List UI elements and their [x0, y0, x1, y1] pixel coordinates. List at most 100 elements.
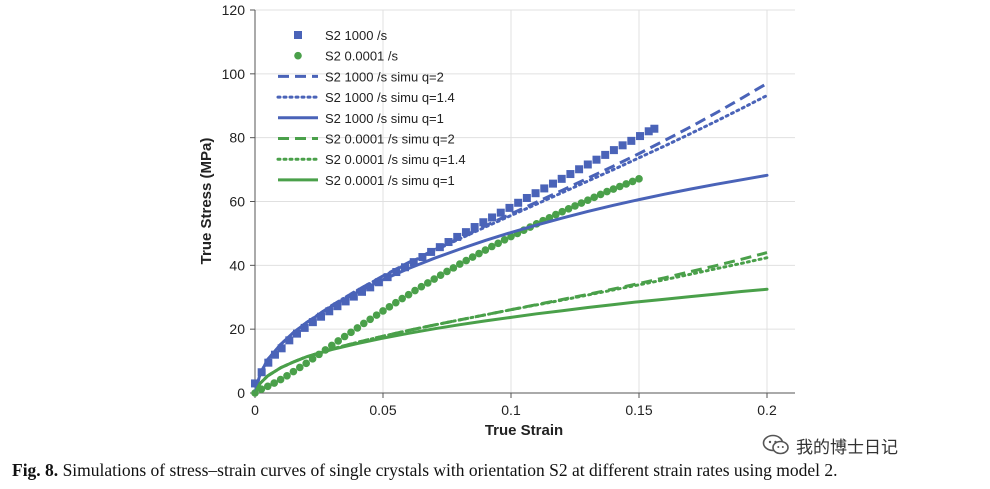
legend: S2 1000 /s S2 0.0001 /s S2 1000 /s simu q=… [276, 28, 466, 188]
data-point-circle [436, 271, 445, 280]
data-point-circle [584, 196, 592, 205]
legend-swatch [294, 51, 302, 60]
data-point-circle [616, 182, 624, 191]
data-point-circle [411, 286, 419, 295]
legend-item: S2 0.0001 /s [294, 49, 398, 64]
data-point-square [583, 160, 592, 169]
data-point-circle [372, 311, 381, 319]
figure-caption: Fig. 8. Simulations of stress–strain cur… [12, 460, 982, 481]
data-point-square [540, 184, 549, 193]
legend-item: S2 0.0001 /s simu q=1 [278, 173, 455, 188]
legend-label: S2 1000 /s simu q=1 [325, 111, 444, 126]
y-tick-label: 20 [229, 321, 245, 337]
data-point-circle [622, 180, 630, 188]
legend-item: S2 1000 /s [294, 28, 388, 43]
data-point-circle [347, 328, 355, 337]
data-point-square [479, 218, 488, 227]
data-point-circle [404, 290, 413, 299]
data-point-circle [353, 324, 362, 332]
x-axis-title: True Strain [485, 422, 563, 439]
data-point-square [548, 179, 557, 188]
data-point-square [627, 136, 636, 145]
data-point-circle [270, 379, 279, 387]
data-point-circle [264, 382, 272, 391]
data-point-square [270, 350, 279, 359]
data-point-square [341, 297, 350, 306]
data-point-square [392, 268, 401, 277]
data-point-circle [468, 253, 477, 261]
x-tick-label: 0.15 [625, 402, 652, 418]
data-point-square [505, 203, 514, 212]
data-point-square [644, 127, 653, 136]
series-line [253, 94, 769, 395]
data-point-circle [577, 199, 586, 207]
y-tick-label: 60 [229, 194, 245, 210]
data-point-circle [628, 177, 637, 186]
data-point-square [251, 379, 259, 388]
data-point-square [601, 150, 610, 159]
data-point-square [264, 358, 273, 367]
data-point-circle [334, 337, 343, 345]
series-layer [251, 82, 769, 397]
legend-label: S2 1000 /s simu q=2 [325, 69, 444, 84]
data-point-square [333, 302, 342, 311]
data-point-circle [488, 242, 496, 251]
caption-label: Fig. 8. [12, 460, 59, 480]
x-tick-label: 0.05 [369, 402, 396, 418]
data-point-circle [552, 210, 560, 219]
series-s2-1000-s-simu-q-1-4 [253, 94, 769, 395]
legend-item: S2 1000 /s simu q=1.4 [276, 90, 455, 105]
data-point-square [514, 198, 523, 207]
data-point-square [592, 155, 601, 164]
data-point-square [575, 165, 584, 174]
legend-item: S2 0.0001 /s simu q=2 [278, 132, 455, 147]
data-point-square [609, 146, 618, 155]
legend-item: S2 1000 /s simu q=1 [278, 111, 444, 126]
data-point-circle [340, 332, 349, 341]
series-s2-0-0001-s-simu-q-1 [253, 287, 769, 395]
data-point-circle [385, 303, 394, 311]
data-point-square [557, 174, 566, 183]
data-point-circle [424, 279, 432, 287]
legend-label: S2 1000 /s simu q=1.4 [325, 90, 455, 105]
data-point-circle [571, 202, 579, 210]
data-point-square [308, 318, 317, 327]
y-tick-label: 100 [222, 66, 246, 82]
caption-text: Simulations of stress–strain curves of s… [62, 460, 838, 480]
data-point-circle [462, 256, 471, 265]
x-tick-label: 0 [251, 402, 259, 418]
x-tick-label: 0.1 [501, 402, 521, 418]
data-point-circle [443, 267, 451, 276]
legend-item: S2 1000 /s simu q=2 [278, 69, 444, 84]
data-point-square [358, 287, 367, 296]
data-point-square [277, 344, 286, 353]
data-point-square [409, 258, 418, 267]
data-point-circle [417, 282, 426, 291]
data-point-square [461, 228, 470, 237]
data-point-circle [379, 307, 387, 315]
data-point-square [522, 193, 531, 202]
data-point-circle [360, 319, 368, 328]
legend-item: S2 0.0001 /s simu q=1.4 [276, 152, 466, 167]
data-point-square [317, 312, 326, 321]
series-s2-1000-s-simu-q-1 [253, 173, 769, 395]
data-point-square [444, 238, 453, 247]
y-tick-label: 40 [229, 257, 245, 273]
data-point-circle [398, 294, 407, 303]
data-point-circle [276, 375, 285, 384]
data-point-square [636, 132, 645, 141]
data-point-square [650, 124, 659, 133]
data-point-circle [481, 246, 490, 254]
data-point-circle [494, 239, 503, 248]
data-point-circle [596, 190, 605, 199]
y-axis-title: True Stress (MPa) [198, 138, 215, 265]
data-point-circle [564, 205, 573, 213]
watermark: 我的博士日记 [762, 432, 898, 458]
data-point-circle [392, 298, 400, 307]
data-point-square [618, 141, 627, 150]
data-point-square [566, 170, 575, 179]
data-point-circle [475, 249, 483, 258]
data-point-circle [449, 264, 458, 272]
data-point-square [292, 329, 301, 338]
